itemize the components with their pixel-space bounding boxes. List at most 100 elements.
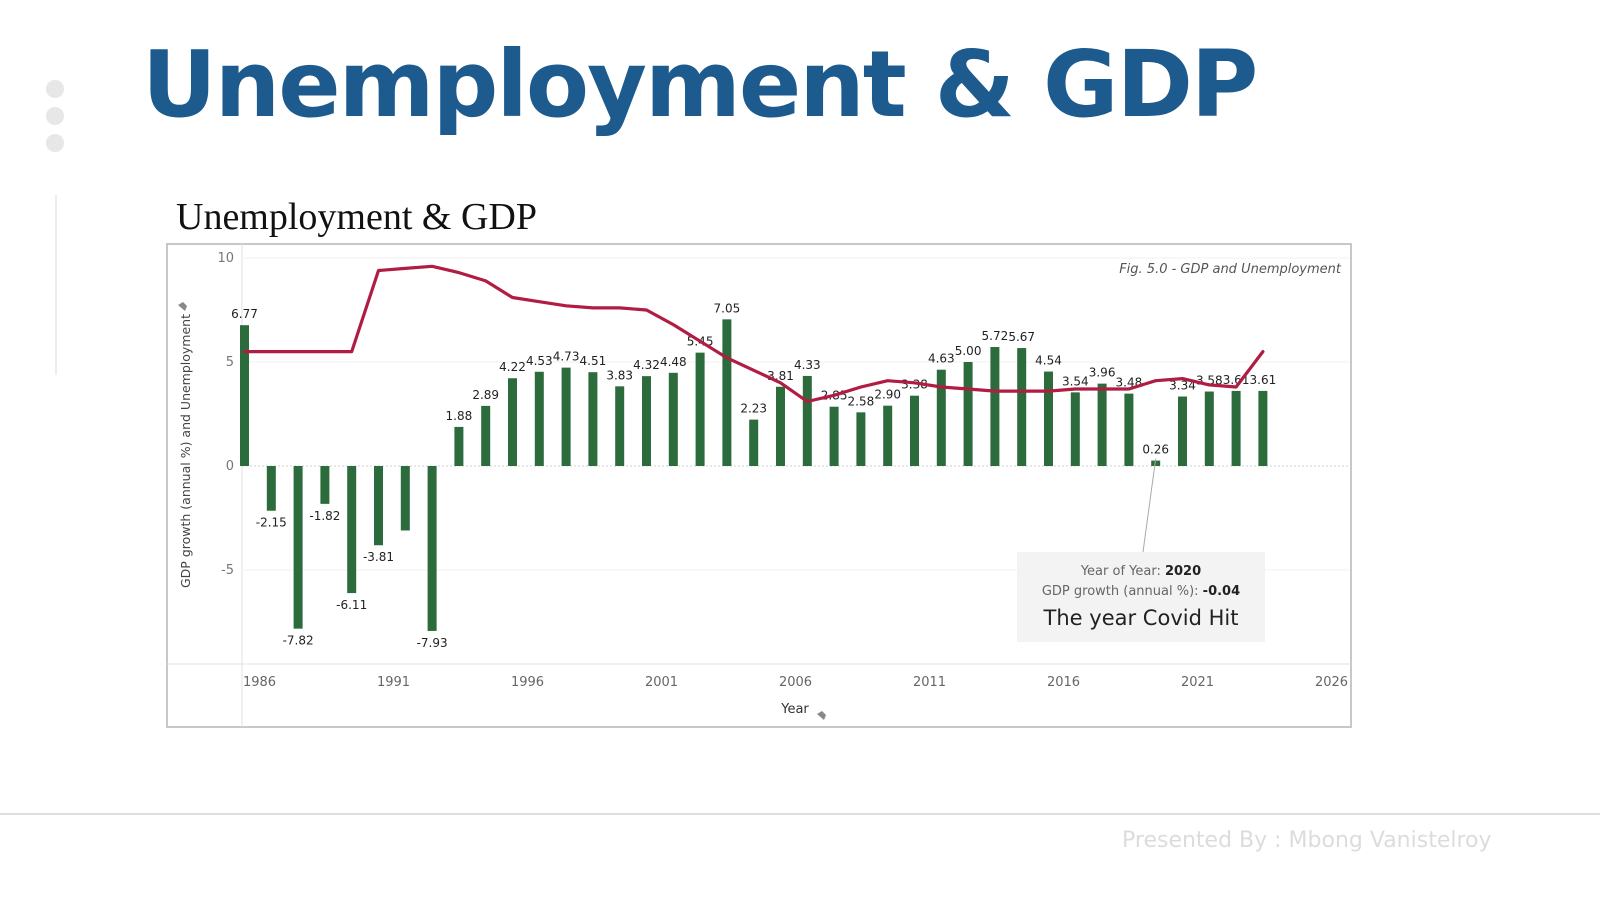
y-axis-pin-icon (178, 302, 187, 311)
x-axis-title: Year (780, 702, 809, 717)
covid-annotation-tooltip: Year of Year: 2020 GDP growth (annual %)… (1017, 552, 1265, 642)
gdp-bar (936, 369, 946, 466)
bar-data-label: 4.73 (553, 350, 580, 364)
gdp-bar (776, 386, 785, 466)
gdp-bar (615, 386, 625, 466)
gdp-bar (240, 325, 249, 466)
unemployment-line (242, 264, 1265, 404)
decorative-dot (46, 80, 64, 98)
bar-data-label: 7.05 (714, 301, 741, 315)
gdp-bar (1258, 390, 1268, 466)
bar-data-label: 3.54 (1062, 374, 1089, 388)
gdp-bar (481, 405, 491, 466)
y-tick-label: 5 (226, 355, 234, 370)
tooltip-gdp-label: GDP growth (annual %): (1041, 584, 1199, 599)
tooltip-gdp-row: GDP growth (annual %): -0.04 (1017, 582, 1265, 602)
gdp-bar (695, 352, 705, 466)
footer-divider (0, 813, 1600, 815)
gdp-bar (427, 466, 437, 631)
bar-data-label: 3.81 (767, 369, 794, 383)
bar-data-label: 5.72 (982, 329, 1009, 343)
bar-data-label: 0.26 (1142, 443, 1169, 457)
decorative-dots (46, 80, 66, 161)
gdp-bar (588, 372, 598, 466)
gdp-bar (374, 466, 383, 546)
tooltip-year-value: 2020 (1164, 564, 1202, 579)
gdp-bar (829, 406, 839, 466)
bar-data-label: 4.54 (1035, 354, 1062, 368)
bar-data-label: 6.77 (231, 307, 258, 321)
bar-data-label: 3.34 (1169, 379, 1196, 393)
bar-data-label: -2.15 (256, 516, 287, 530)
x-tick-label: 2001 (645, 675, 678, 690)
tooltip-year-label: Year of Year: (1080, 564, 1161, 579)
presenter-credit: Presented By : Mbong Vanistelroy (1122, 828, 1492, 853)
x-tick-label: 2026 (1315, 675, 1348, 690)
gdp-bar (347, 466, 357, 594)
x-tick-label: 1986 (243, 675, 276, 690)
gdp-bar (1178, 396, 1187, 466)
bar-data-label: -7.82 (283, 634, 314, 648)
gdp-bar (910, 395, 919, 466)
bar-data-label: -7.93 (417, 636, 448, 650)
bar-data-label: 4.63 (928, 352, 955, 366)
x-tick-label: 2011 (913, 675, 946, 690)
gdp-bar (642, 376, 651, 466)
gdp-bar (561, 367, 571, 466)
bar-data-label: 2.23 (740, 402, 767, 416)
bar-data-label: 5.00 (955, 344, 982, 358)
x-tick-label: 2006 (779, 675, 812, 690)
gdp-bar (802, 375, 812, 466)
bar-data-label: 4.22 (499, 360, 526, 374)
bar-data-label: 4.32 (633, 358, 660, 372)
chart-title: Unemployment & GDP (176, 196, 537, 238)
x-tick-label: 2021 (1181, 675, 1214, 690)
gdp-bar (1044, 371, 1053, 466)
bar-data-label: 4.53 (526, 354, 553, 368)
bar-data-label: -3.81 (363, 550, 394, 564)
bar-data-label: -6.11 (336, 598, 367, 612)
gdp-bar (990, 347, 1000, 466)
bar-data-label: 4.48 (660, 355, 687, 369)
y-axis-title: GDP growth (annual %) and Unemployment (178, 314, 193, 588)
gdp-bar (883, 405, 893, 466)
gdp-bar (1151, 460, 1161, 466)
decorative-dot (46, 107, 64, 125)
gdp-bar (722, 319, 732, 466)
gdp-bar (534, 371, 544, 466)
x-tick-label: 1996 (511, 675, 544, 690)
x-tick-label: 2016 (1047, 675, 1080, 690)
tooltip-gdp-value: -0.04 (1202, 584, 1241, 599)
gdp-bar (454, 426, 464, 466)
annotation-leader-line (1142, 458, 1157, 553)
gdp-bar (668, 372, 678, 466)
tooltip-year-row: Year of Year: 2020 (1017, 562, 1265, 582)
gdp-bar (508, 378, 517, 466)
y-tick-label: 0 (226, 459, 234, 474)
bar-data-label: 4.51 (580, 354, 607, 368)
x-tick-label: 1991 (377, 675, 410, 690)
gdp-bar (1097, 383, 1107, 466)
tooltip-annotation-text: The year Covid Hit (1043, 606, 1239, 630)
bar-data-label: 2.89 (472, 388, 499, 402)
gdp-bar (266, 466, 276, 511)
chart-caption: Fig. 5.0 - GDP and Unemployment (1119, 262, 1342, 277)
decorative-vertical-line (55, 195, 57, 375)
gdp-bar (1204, 391, 1214, 466)
bar-data-label: 2.58 (848, 394, 875, 408)
bar-data-label: 3.61 (1250, 373, 1277, 387)
x-axis-pin-icon (817, 711, 826, 720)
gdp-bar (1070, 392, 1080, 466)
bar-data-label: 2.90 (874, 388, 901, 402)
gdp-bar (1231, 390, 1241, 466)
gdp-bar (1124, 393, 1134, 466)
gdp-bar (749, 419, 759, 466)
bar-data-label: 4.33 (794, 358, 821, 372)
gdp-bar (856, 412, 866, 466)
gdp-bar (1017, 348, 1027, 466)
gdp-bar (293, 466, 303, 629)
bar-data-label: 3.96 (1089, 366, 1116, 380)
chart-frame (166, 243, 1352, 728)
y-tick-label: 10 (217, 251, 234, 266)
